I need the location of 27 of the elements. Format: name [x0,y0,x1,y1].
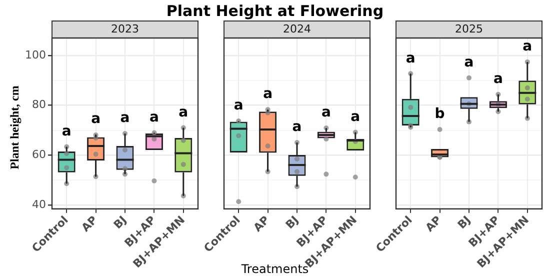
annotation: a [350,108,360,125]
annotation: b [434,106,445,122]
annotation: a [464,54,474,71]
x-tick-label: AP [423,213,444,234]
x-tick-label: AP [79,213,100,234]
annotation: a [321,104,331,121]
annotation: a [62,123,72,140]
annotation: a [91,111,101,128]
y-tick-label: 100 [25,48,46,62]
chart-subtitle: 2025 [455,22,483,36]
annotation: a [149,109,159,126]
x-tick-label: AP [251,213,272,234]
y-tick-label: 60 [32,148,46,162]
annotation: a [234,98,244,114]
annotation: a [522,38,532,55]
text: Plant Height at Flowering [165,2,385,20]
chart-subtitle: 2024 [283,22,311,36]
y-axis-title: Plant height, cm [8,84,22,172]
annotation: a [493,71,503,88]
annotation: a [292,119,302,136]
y-tick-label: 40 [32,198,46,211]
chart-subtitle: 2023 [111,22,139,36]
annotation: a [263,86,273,102]
annotation: a [120,110,130,126]
annotation: a [178,104,188,120]
annotation: a [406,50,416,66]
y-tick-label: 80 [32,98,46,112]
